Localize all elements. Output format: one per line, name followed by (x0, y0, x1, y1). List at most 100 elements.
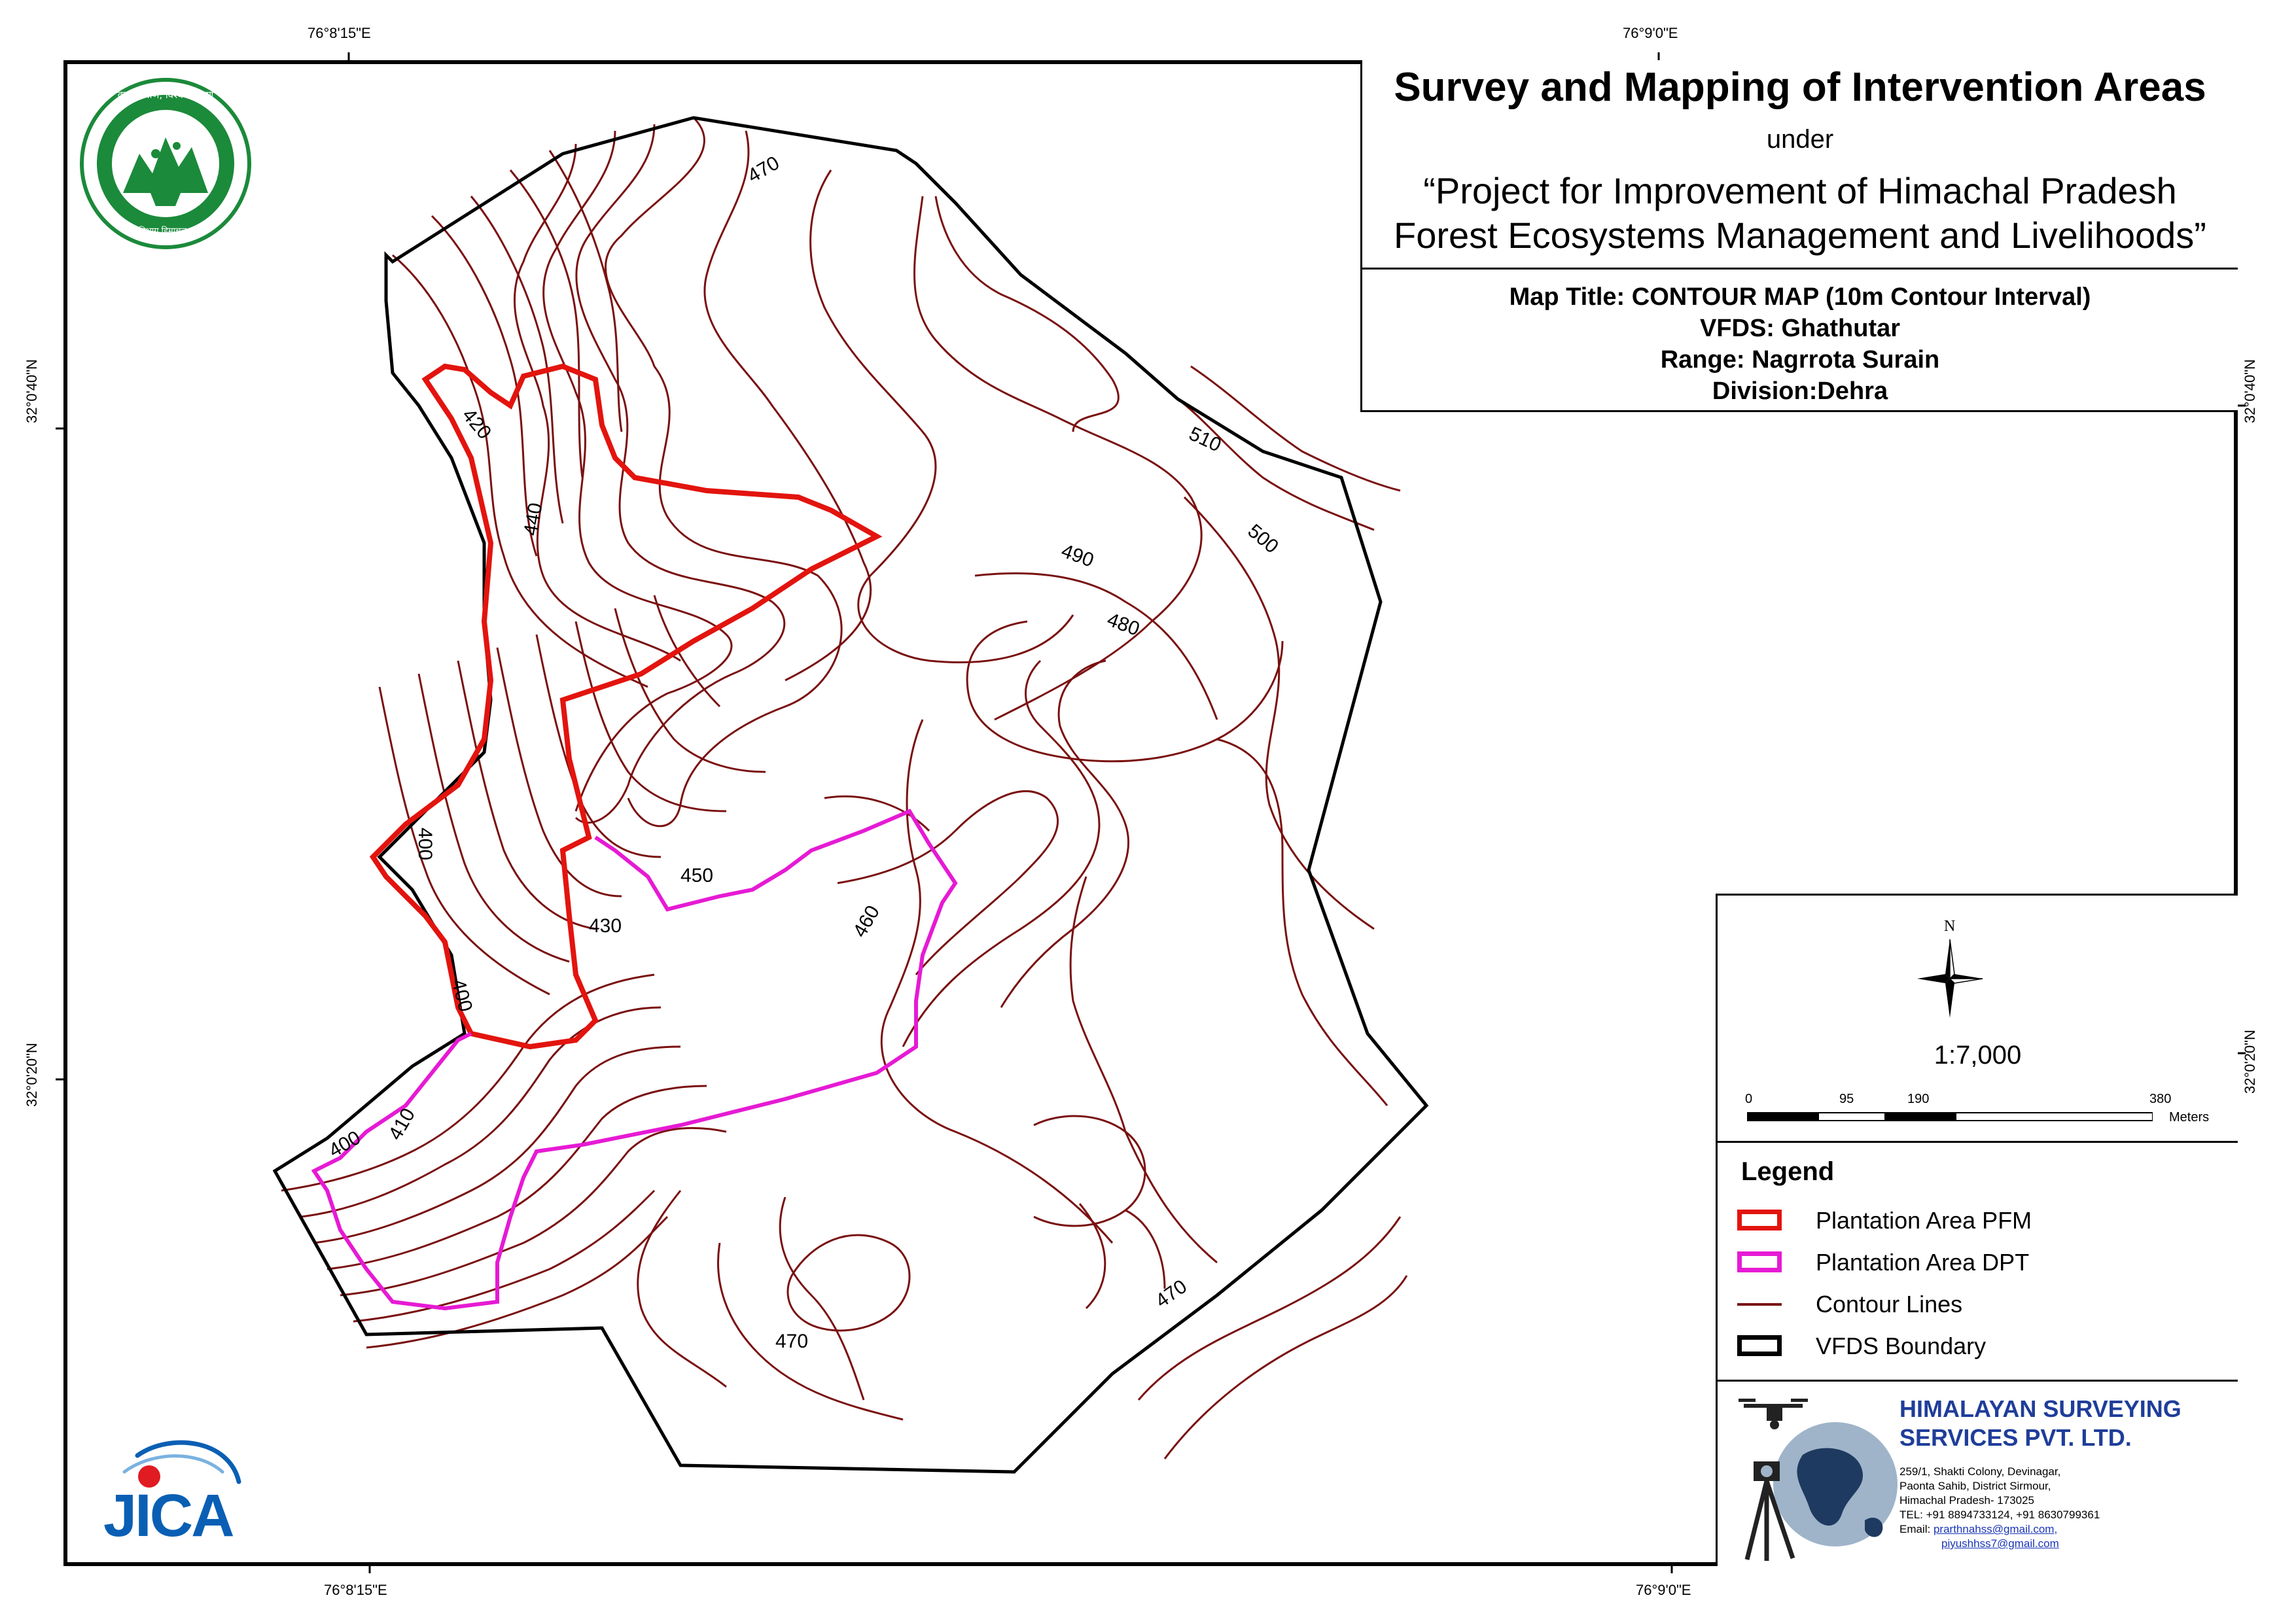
contour-line (496, 647, 622, 898)
vfds-name: VFDS: Ghathutar (1699, 315, 1901, 342)
contour-line (934, 196, 1120, 432)
company-email-1[interactable]: prarthnahss@gmail.com, (1933, 1523, 2058, 1535)
legend-label: Plantation Area DPT (1816, 1249, 2030, 1276)
forest-logo-bottom-text: वन विभाग हिमाचल प्रदेश (126, 226, 205, 236)
scale-bar (1747, 1112, 2153, 1121)
forest-department-logo: वन श्री त्राण, विश्व कल्याण वन विभाग हिम… (77, 75, 254, 252)
contour-line (1069, 876, 1218, 1264)
contour-line (614, 608, 766, 773)
title-under: under (1766, 125, 1834, 154)
scale-tick-0: 0 (1745, 1092, 1753, 1106)
scale-tick-380: 380 (2149, 1092, 2172, 1106)
contour-line (717, 1242, 904, 1421)
contour-label: 470 (775, 1331, 808, 1352)
contour-label: 450 (680, 865, 713, 886)
north-label: N (1944, 918, 1956, 935)
company-email-label: Email: (1899, 1523, 1934, 1535)
contour-line (1125, 1209, 1166, 1289)
contour-line (366, 1215, 669, 1349)
contour-line (542, 130, 733, 812)
legend-divider (1718, 1141, 2238, 1143)
legend-swatch-pfm (1737, 1210, 1782, 1230)
drone-icon (1739, 1399, 1808, 1429)
contour-line (703, 130, 872, 682)
plantation-area-dpt (311, 809, 958, 1311)
contour-line (470, 196, 564, 524)
title-header: Survey and Mapping of Intervention Areas… (1362, 60, 2238, 270)
company-email-2[interactable]: piyushhss7@gmail.com (1941, 1537, 2059, 1550)
map-frame (63, 60, 2238, 1566)
contour-line (779, 1196, 865, 1401)
company-email-row: Email: prarthnahss@gmail.com, (1899, 1522, 2057, 1537)
division-name: Division:Dehra (1712, 377, 1888, 405)
contour-line (574, 621, 727, 812)
project-title-line1: “Project for Improvement of Himachal Pra… (1423, 170, 2177, 211)
camera-tripod-icon (1744, 1461, 1795, 1561)
contour-line (513, 143, 681, 662)
legend-swatch-boundary (1737, 1335, 1782, 1356)
contour-label: 430 (589, 915, 622, 937)
contour-line (457, 660, 596, 930)
contour-line (786, 1234, 911, 1332)
contour-line (574, 124, 786, 824)
scale-unit: Meters (2169, 1110, 2210, 1125)
map-info-block: Map Title: CONTOUR MAP (10m Contour Inte… (1362, 281, 2238, 407)
contour-line (327, 1085, 707, 1270)
company-divider (1718, 1380, 2238, 1382)
contour-line (509, 169, 584, 478)
map-main-title: Survey and Mapping of Intervention Areas (1394, 65, 2206, 110)
forest-logo-top-text: वन श्री त्राण, विश्व कल्याण (117, 89, 214, 101)
title-block: Survey and Mapping of Intervention Areas… (1360, 60, 2238, 412)
contour-line (1183, 496, 1375, 930)
legend-swatch-dpt (1737, 1251, 1782, 1272)
contour-line (1033, 1115, 1146, 1227)
contour-line (837, 790, 1059, 975)
coord-bottom-left: 76°8'15"E (324, 1582, 387, 1598)
contour-line (605, 116, 843, 828)
company-address-line3: Himachal Pradesh- 173025 (1899, 1494, 2035, 1507)
contour-line (392, 254, 648, 688)
contour-line (353, 1189, 656, 1323)
company-name-line2: SERVICES PVT. LTD. (1899, 1424, 2132, 1451)
contour-lines (281, 116, 1408, 1459)
company-address-line1: 259/1, Shakti Colony, Devinagar, (1899, 1465, 2061, 1478)
company-name-line1: HIMALAYAN SURVEYING (1899, 1395, 2181, 1422)
contour-line (902, 659, 1101, 1047)
company-phone: TEL: +91 8894733124, +91 8630799361 (1899, 1509, 2100, 1521)
contour-line (653, 595, 721, 708)
contour-line (1190, 365, 1401, 492)
company-email-row-2: piyushhss7@gmail.com (1941, 1537, 2059, 1551)
contour-label: 400 (414, 828, 436, 860)
side-panel: N 1:7,000 0 95 190 380 Meters Legend Pla… (1716, 894, 2238, 1566)
jica-wordmark: JICA (103, 1482, 235, 1549)
contour-line (913, 196, 1203, 721)
contour-line (1177, 398, 1375, 531)
contour-line (548, 150, 623, 432)
contour-line (637, 1190, 727, 1388)
jica-logo: JICA (98, 1436, 249, 1554)
contour-line (1078, 1203, 1106, 1310)
legend-title: Legend (1741, 1157, 1835, 1186)
contour-line (378, 686, 550, 996)
coord-top-left: 76°8'15"E (308, 25, 371, 41)
coord-top-right: 76°9'0"E (1623, 25, 1678, 41)
scale-tick-95: 95 (1839, 1092, 1854, 1106)
contour-line (340, 1126, 727, 1297)
legend-label: Contour Lines (1816, 1291, 1963, 1318)
contour-line (417, 673, 570, 963)
project-title-line2: Forest Ecosystems Management and Livelih… (1394, 215, 2206, 256)
legend-label: Plantation Area PFM (1816, 1207, 2032, 1234)
legend-label: VFDS Boundary (1816, 1333, 1987, 1359)
map-title: Map Title: CONTOUR MAP (10m Contour Inte… (1509, 283, 2091, 311)
contour-line (974, 572, 1218, 720)
range-name: Range: Nagrrota Surain (1660, 346, 1940, 374)
north-arrow-compass-icon (1917, 939, 1983, 1018)
contour-line (1163, 1275, 1408, 1459)
contour-line (1137, 1216, 1402, 1401)
surveying-company-logo (1739, 1399, 1898, 1561)
scale-ratio: 1:7,000 (1934, 1041, 2022, 1070)
contour-line (809, 169, 1074, 663)
contour-line (966, 620, 1284, 763)
coord-bottom-right: 76°9'0"E (1636, 1582, 1691, 1598)
